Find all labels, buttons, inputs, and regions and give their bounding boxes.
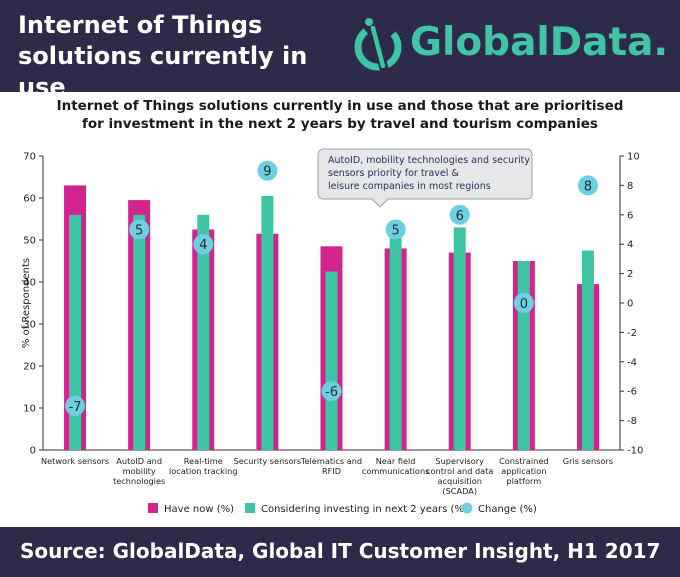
- y2-tick-label: -2: [627, 328, 637, 339]
- legend-have-now-label: Have now (%): [164, 504, 234, 515]
- footer-banner: Source: GlobalData, Global IT Customer I…: [0, 527, 680, 577]
- bar-considering: [69, 214, 82, 450]
- globaldata-wordmark: GlobalData.: [410, 20, 669, 65]
- y2-tick-label: -10: [627, 446, 643, 457]
- y-axis-label: % of Respondents: [21, 258, 32, 348]
- change-marker: [193, 234, 214, 255]
- x-tick-label: platform: [506, 476, 541, 486]
- change-marker: [385, 219, 406, 240]
- change-value-label: 5: [391, 224, 399, 239]
- x-tick-label: Near field: [376, 456, 416, 466]
- y-tick-label: 0: [30, 446, 36, 457]
- source-note: Source: GlobalData, Global IT Customer I…: [20, 539, 661, 563]
- y2-tick-label: 8: [627, 181, 633, 192]
- change-value-label: 5: [135, 224, 143, 239]
- y2-tick-label: 6: [627, 210, 633, 221]
- x-tick-label: application: [501, 466, 546, 476]
- globaldata-logo-icon: [354, 18, 402, 74]
- bar-considering: [453, 227, 466, 450]
- page-title: Internet of Things solutions currently i…: [18, 11, 308, 101]
- bar-considering: [133, 214, 146, 450]
- change-value-label: -7: [69, 400, 82, 415]
- y2-tick-label: 10: [627, 152, 640, 163]
- legend-change-label: Change (%): [478, 504, 537, 515]
- change-marker: [449, 204, 470, 225]
- y2-tick-label: -8: [627, 416, 637, 427]
- change-value-label: 9: [263, 165, 271, 180]
- change-value-label: -6: [325, 385, 338, 400]
- x-tick-label: communications: [362, 466, 430, 476]
- annotation-text: AutoID, mobility technologies and securi…: [328, 155, 530, 166]
- annotation-text: sensors priority for travel &: [328, 168, 459, 179]
- bar-considering: [197, 214, 210, 450]
- header-banner: Internet of Things solutions currently i…: [0, 0, 680, 101]
- change-marker: [129, 219, 150, 240]
- change-value-label: 4: [199, 238, 207, 253]
- change-marker: [321, 381, 342, 402]
- x-tick-label: mobility: [123, 466, 156, 476]
- y-tick-label: 30: [23, 320, 36, 331]
- annotation-text: leisure companies in most regions: [328, 181, 491, 192]
- legend-have-now-swatch: [148, 503, 158, 513]
- y2-tick-label: -6: [627, 387, 637, 398]
- chart-title: Internet of Things solutions currently i…: [0, 97, 680, 133]
- x-tick-label: technologies: [113, 476, 165, 486]
- y-tick-label: 70: [23, 152, 36, 163]
- x-tick-label: control and data: [426, 466, 493, 476]
- bar-considering: [517, 261, 530, 450]
- x-tick-label: Telematics and: [300, 456, 362, 466]
- y2-tick-label: 0: [627, 299, 633, 310]
- y-tick-label: 10: [23, 404, 36, 415]
- change-marker: [513, 293, 534, 313]
- change-value-label: 6: [456, 209, 464, 224]
- x-tick-label: Network sensors: [41, 456, 109, 466]
- x-tick-label: Constrained: [499, 456, 548, 466]
- x-tick-label: Gris sensors: [563, 456, 613, 466]
- change-marker: [65, 395, 86, 416]
- legend-considering-swatch: [245, 503, 255, 513]
- legend-change-swatch: [461, 502, 473, 514]
- chart-title-line-1: Internet of Things solutions currently i…: [56, 98, 624, 114]
- y2-tick-label: -4: [627, 357, 637, 368]
- change-value-label: 8: [584, 179, 592, 194]
- x-tick-label: Supervisory: [435, 456, 484, 466]
- x-tick-label: AutoID and: [116, 456, 162, 466]
- y-tick-label: 50: [23, 236, 36, 247]
- change-marker: [257, 160, 278, 181]
- y2-tick-label: 4: [627, 240, 633, 251]
- x-tick-label: RFID: [322, 466, 341, 476]
- bar-considering: [261, 195, 274, 450]
- x-tick-label: Security sensors: [234, 456, 302, 466]
- change-value-label: 0: [520, 297, 528, 312]
- bar-considering: [389, 227, 402, 450]
- y2-tick-label: 2: [627, 269, 633, 280]
- annotation-callout: [317, 148, 533, 208]
- x-tick-label: Real-time: [184, 456, 223, 466]
- globaldata-logo: GlobalData.: [352, 14, 672, 76]
- bar-considering: [581, 250, 594, 450]
- y-tick-label: 20: [23, 362, 36, 373]
- x-tick-label: (SCADA): [442, 486, 477, 496]
- change-marker: [577, 175, 598, 196]
- y-tick-label: 60: [23, 194, 36, 205]
- bar-considering: [325, 271, 338, 450]
- y-tick-label: 40: [23, 278, 36, 289]
- chart-title-line-2: for investment in the next 2 years by tr…: [82, 116, 598, 132]
- x-tick-label: location tracking: [169, 466, 238, 476]
- x-tick-label: acquisition: [438, 476, 482, 486]
- legend-considering-label: Considering investing in next 2 years (%…: [261, 504, 468, 515]
